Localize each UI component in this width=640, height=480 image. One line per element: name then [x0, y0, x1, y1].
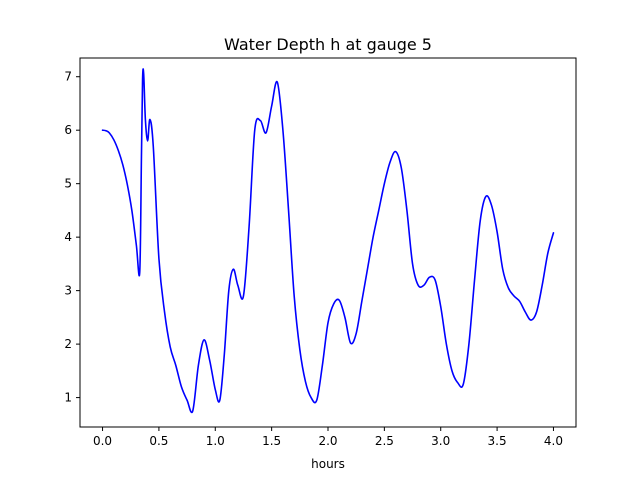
x-tick-label: 3.0 — [431, 434, 450, 448]
y-tick-label: 7 — [64, 70, 72, 84]
x-tick-label: 1.5 — [262, 434, 281, 448]
x-tick-label: 2.5 — [375, 434, 394, 448]
y-tick-label: 6 — [64, 123, 72, 137]
series-line — [101, 68, 555, 414]
x-tick-label: 2.0 — [318, 434, 337, 448]
series-layer — [101, 68, 555, 414]
x-axis-label: hours — [311, 457, 345, 471]
y-tick-label: 4 — [64, 230, 72, 244]
x-tick-label: 3.5 — [488, 434, 507, 448]
y-tick-label: 5 — [64, 177, 72, 191]
x-tick-label: 0.5 — [149, 434, 168, 448]
y-axis: 1 2 3 4 5 6 7 — [64, 70, 80, 405]
x-tick-label: 1.0 — [206, 434, 225, 448]
x-tick-label: 4.0 — [544, 434, 563, 448]
y-tick-label: 3 — [64, 284, 72, 298]
x-tick-label: 0.0 — [93, 434, 112, 448]
chart-title: Water Depth h at gauge 5 — [224, 35, 432, 54]
y-tick-label: 2 — [64, 337, 72, 351]
y-tick-label: 1 — [64, 391, 72, 405]
x-axis: 0.0 0.5 1.0 1.5 2.0 2.5 3.0 3.5 4.0 — [93, 427, 563, 448]
